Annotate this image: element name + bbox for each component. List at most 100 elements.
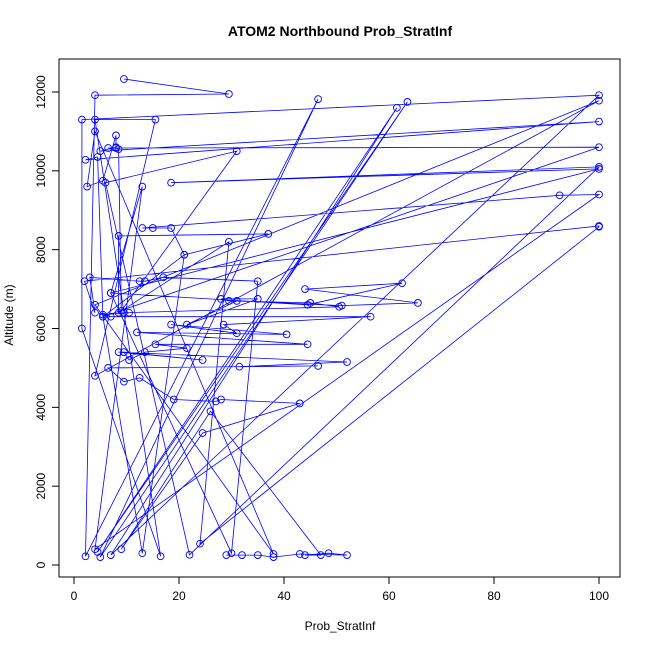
data-point: [114, 145, 123, 154]
data-point: [253, 277, 262, 286]
data-point: [91, 308, 99, 317]
data-point: [217, 295, 225, 303]
data-point: [232, 297, 241, 305]
data-point: [295, 550, 304, 558]
chart-title: ATOM2 Northbound Prob_StratInf: [228, 23, 453, 39]
data-point: [99, 176, 107, 185]
data-point: [80, 277, 89, 286]
data-point: [117, 545, 126, 554]
data-point: [104, 144, 112, 152]
data-point: [101, 178, 110, 187]
data-point: [595, 96, 603, 105]
data-point: [235, 362, 244, 371]
y-tick-label: 12000: [34, 75, 48, 109]
data-point: [343, 551, 351, 559]
data-point: [222, 551, 231, 559]
data-point: [112, 131, 120, 140]
data-point: [104, 364, 112, 372]
x-axis-label: Prob_StratInf: [305, 619, 376, 633]
data-point: [83, 182, 91, 191]
y-axis-label: Altitude (m): [2, 284, 16, 345]
data-point: [159, 273, 168, 282]
data-point: [114, 308, 123, 317]
data-point: [114, 232, 123, 240]
data-point: [269, 553, 278, 561]
data-point: [91, 545, 99, 554]
data-point: [306, 299, 315, 307]
data-point: [114, 348, 123, 356]
x-tick-label: 100: [589, 589, 609, 603]
data-point: [99, 310, 107, 319]
data-point: [106, 289, 115, 297]
data-point: [264, 230, 273, 238]
data-point: [185, 550, 194, 559]
data-point: [93, 548, 102, 556]
data-point: [227, 549, 236, 558]
data-point: [141, 277, 149, 286]
data-point: [324, 549, 333, 558]
data-point: [120, 377, 128, 386]
data-point: [78, 115, 86, 124]
data-point: [314, 95, 322, 103]
data-point: [595, 222, 603, 230]
data-point: [403, 98, 412, 106]
data-point: [99, 312, 107, 321]
data-point: [414, 299, 422, 307]
data-point: [595, 165, 603, 173]
data-point: [211, 397, 220, 406]
data-point: [316, 551, 325, 559]
data-point: [167, 224, 175, 232]
x-tick-label: 80: [487, 589, 501, 603]
data-point: [91, 91, 99, 100]
data-point: [167, 178, 175, 187]
data-point: [225, 297, 233, 305]
data-point: [151, 115, 160, 124]
data-point: [180, 250, 189, 259]
data-point: [595, 143, 603, 152]
data-point: [120, 308, 128, 317]
y-axis: 0 2000 4000 6000 8000 10000 12000: [34, 75, 60, 568]
data-point: [217, 395, 225, 404]
data-point: [343, 358, 351, 366]
data-point: [120, 348, 128, 356]
data-point: [138, 224, 147, 232]
data-point: [135, 373, 144, 382]
data-point: [335, 302, 343, 311]
data-point: [148, 224, 157, 232]
data-point: [303, 340, 312, 349]
data-point: [141, 348, 149, 356]
data-series: [78, 75, 603, 561]
data-point: [198, 429, 207, 437]
data-point: [393, 103, 401, 112]
y-tick-label: 0: [34, 561, 48, 568]
y-tick-label: 10000: [34, 154, 48, 188]
data-point: [301, 551, 309, 559]
x-tick-label: 40: [277, 589, 291, 603]
data-point: [595, 117, 603, 126]
data-point: [282, 330, 291, 339]
x-tick-label: 0: [71, 589, 78, 603]
data-point: [183, 344, 191, 353]
data-point: [269, 550, 278, 558]
data-point: [398, 279, 406, 288]
x-axis: 0 20 40 60 80 100: [71, 576, 609, 603]
data-point: [91, 300, 99, 309]
data-point: [135, 277, 144, 286]
data-point: [120, 75, 128, 83]
y-tick-label: 6000: [34, 315, 48, 342]
data-point: [196, 539, 204, 548]
data-point: [106, 551, 115, 559]
data-point: [183, 320, 191, 329]
data-point: [91, 371, 99, 380]
data-point: [253, 295, 262, 303]
y-tick-label: 4000: [34, 394, 48, 421]
data-point: [595, 190, 603, 199]
data-point: [78, 324, 86, 333]
data-point: [198, 356, 207, 364]
data-point: [225, 237, 233, 246]
data-point: [253, 551, 262, 559]
data-point: [595, 91, 603, 100]
data-point: [85, 273, 94, 282]
